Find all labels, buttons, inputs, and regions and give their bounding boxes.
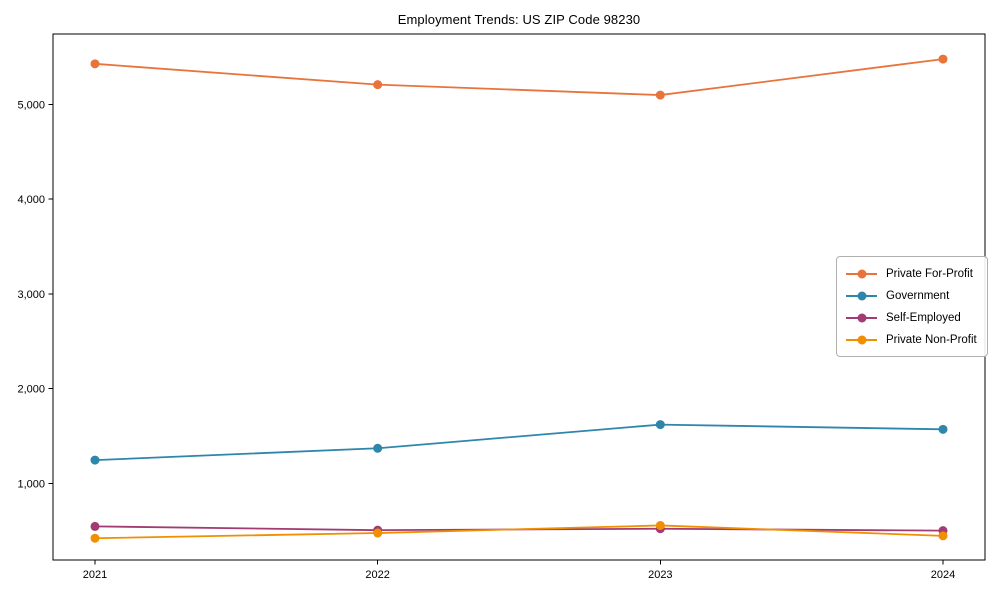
legend-line-marker-icon (846, 291, 877, 300)
x-tick-label: 2024 (931, 569, 955, 581)
data-point-private-for-profit-2023 (655, 90, 665, 100)
legend-item: Private For-Profit (846, 264, 977, 283)
data-point-private-for-profit-2024 (938, 54, 948, 64)
data-point-government-2021 (90, 455, 100, 465)
data-point-private-non-profit-2021 (90, 533, 100, 543)
legend-line-marker-icon (846, 269, 877, 278)
y-tick-label: 1,000 (17, 478, 45, 490)
legend-label: Private Non-Profit (886, 333, 977, 346)
data-point-private-non-profit-2023 (655, 520, 665, 530)
data-point-private-for-profit-2022 (373, 80, 383, 90)
data-point-government-2022 (373, 443, 383, 453)
legend: Private For-Profit Government Self-Emplo… (836, 256, 988, 357)
data-point-private-non-profit-2022 (373, 528, 383, 538)
legend-item: Self-Employed (846, 308, 977, 327)
series-line-government (94, 423, 944, 462)
legend-item: Private Non-Profit (846, 330, 977, 349)
y-tick-label: 3,000 (17, 289, 45, 301)
legend-label: Private For-Profit (886, 267, 973, 280)
y-tick-label: 2,000 (17, 384, 45, 396)
legend-item: Government (846, 286, 977, 305)
x-tick-label: 2023 (648, 569, 672, 581)
data-point-government-2023 (655, 420, 665, 430)
chart-title: Employment Trends: US ZIP Code 98230 (397, 12, 641, 27)
legend-line-marker-icon (846, 335, 877, 344)
data-point-private-non-profit-2024 (938, 531, 948, 541)
legend-line-marker-icon (846, 313, 877, 322)
legend-label: Government (886, 289, 950, 302)
y-tick-label: 4,000 (17, 194, 45, 206)
data-point-private-for-profit-2021 (90, 59, 100, 69)
legend-label: Self-Employed (886, 311, 961, 324)
series-line-private-non-profit (94, 524, 944, 540)
x-tick-label: 2021 (83, 569, 107, 581)
data-point-government-2024 (938, 424, 948, 434)
series-line-private-for-profit (94, 58, 944, 96)
x-tick-label: 2022 (365, 569, 389, 581)
data-point-self-employed-2021 (90, 521, 100, 531)
y-tick-label: 5,000 (17, 100, 45, 112)
